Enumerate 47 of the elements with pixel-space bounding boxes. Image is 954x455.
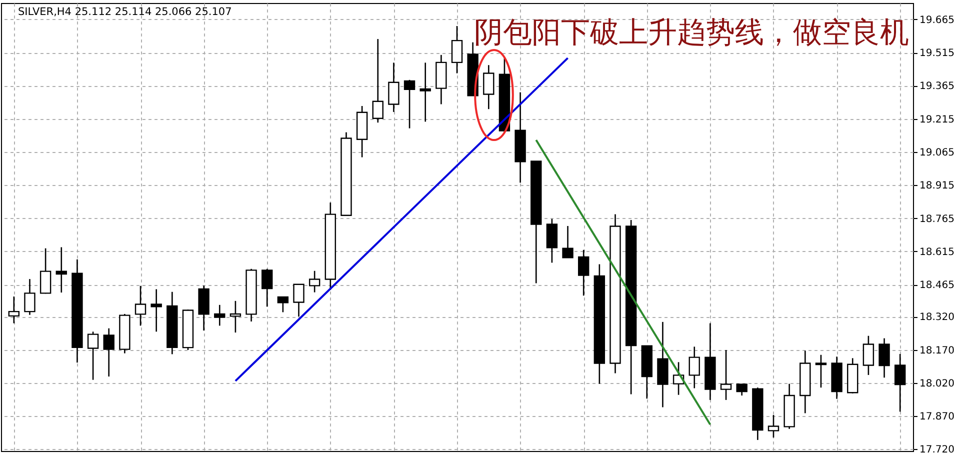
candlestick (87, 331, 99, 380)
candlestick (688, 346, 700, 389)
y-tick-label: 18.765 (920, 214, 954, 225)
y-tick-label: 18.915 (920, 180, 954, 192)
y-tick-label: 18.465 (920, 280, 954, 292)
y-tick-label: 19.215 (920, 114, 954, 126)
candlestick (24, 278, 36, 316)
candlestick (562, 225, 574, 258)
candlestick (388, 62, 400, 113)
y-tick-label: 18.170 (920, 345, 954, 356)
candlestick (815, 354, 827, 388)
candlestick (420, 62, 431, 122)
annotation: 阴包阳下破上升趋势线，做空良机 (474, 17, 909, 49)
candlestick (372, 38, 384, 124)
y-tick-label: 17.720 (920, 444, 954, 455)
candlestick (262, 268, 273, 308)
candlestick (230, 300, 242, 334)
candlestick (308, 270, 320, 293)
y-tick-label: 19.665 (920, 14, 954, 26)
candlestick (451, 25, 463, 74)
y-tick-label: 18.020 (920, 378, 954, 390)
candlestick (214, 304, 226, 326)
candlestick (40, 248, 52, 294)
candlestick (578, 249, 590, 296)
y-tick-label: 18.615 (920, 246, 954, 258)
y-tick-label: 19.365 (920, 81, 954, 92)
candlestick (293, 284, 304, 318)
candlestick (768, 414, 780, 438)
candlestick (894, 353, 906, 412)
y-tick-label: 17.870 (920, 412, 954, 423)
candlestick (8, 296, 20, 324)
candlestick (878, 338, 890, 378)
candlestick (546, 218, 558, 264)
chart-title: SILVER,H4 25.112 25.114 25.066 25.107 (18, 6, 232, 18)
candlestick (103, 328, 114, 378)
candlestick (483, 64, 494, 110)
candlestick (736, 384, 748, 396)
candlestick (56, 246, 67, 294)
candlestick (720, 349, 732, 401)
candlestick (150, 288, 162, 332)
y-tick-label: 18.320 (920, 312, 954, 324)
candlestick (277, 296, 289, 313)
y-tick-label: 19.065 (920, 147, 954, 158)
candlestick (134, 285, 146, 326)
candlestick (404, 79, 416, 129)
y-tick-label: 19.515 (920, 48, 954, 60)
candlestick (862, 335, 874, 376)
